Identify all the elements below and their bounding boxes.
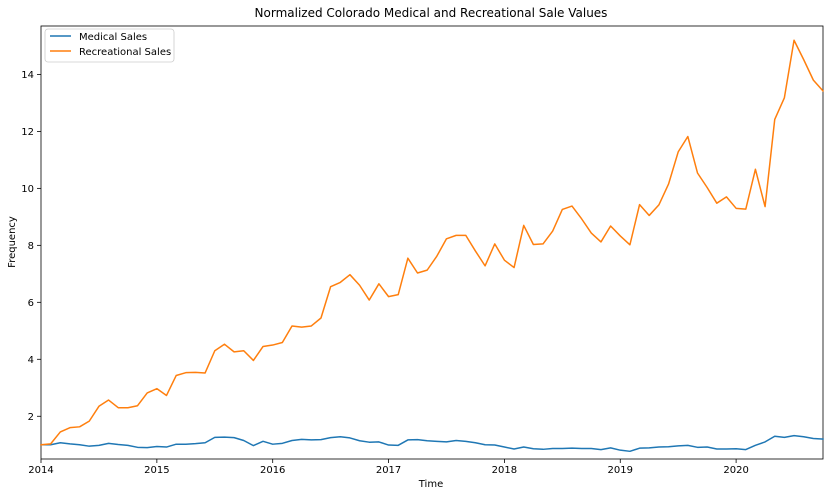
legend: Medical Sales Recreational Sales: [44, 28, 175, 63]
y-tick-label: 8: [28, 241, 34, 252]
x-tick-label: 2019: [608, 465, 633, 476]
x-tick-label: 2018: [492, 465, 517, 476]
medical-sales-line: [40, 434, 824, 453]
legend-label-medical: Medical Sales: [79, 32, 147, 43]
x-tick-label: 2014: [28, 465, 53, 476]
x-tick-label: 2020: [723, 465, 748, 476]
x-axis-ticks: 2014 2015 2016 2017 2018 2019 2020: [28, 459, 749, 476]
y-tick-label: 12: [21, 127, 34, 138]
legend-label-recreational: Recreational Sales: [79, 47, 171, 58]
y-tick-label: 2: [28, 412, 34, 423]
y-tick-label: 6: [28, 298, 34, 309]
y-axis-ticks: 2 4 6 8 10 12 14: [21, 70, 41, 423]
x-tick-label: 2015: [144, 465, 169, 476]
recreational-sales-line: [40, 39, 825, 446]
x-tick-label: 2017: [376, 465, 401, 476]
y-tick-label: 14: [21, 70, 34, 81]
x-tick-label: 2016: [260, 465, 285, 476]
plot-frame: [40, 25, 824, 460]
y-tick-label: 10: [21, 184, 34, 195]
series-lines: [40, 39, 825, 453]
legend-box: [44, 28, 175, 63]
axes: [40, 25, 824, 460]
x-axis-label: Time: [418, 479, 443, 490]
chart-title: Normalized Colorado Medical and Recreati…: [255, 6, 608, 20]
y-tick-label: 4: [28, 355, 34, 366]
y-axis-label: Frequency: [7, 216, 18, 268]
